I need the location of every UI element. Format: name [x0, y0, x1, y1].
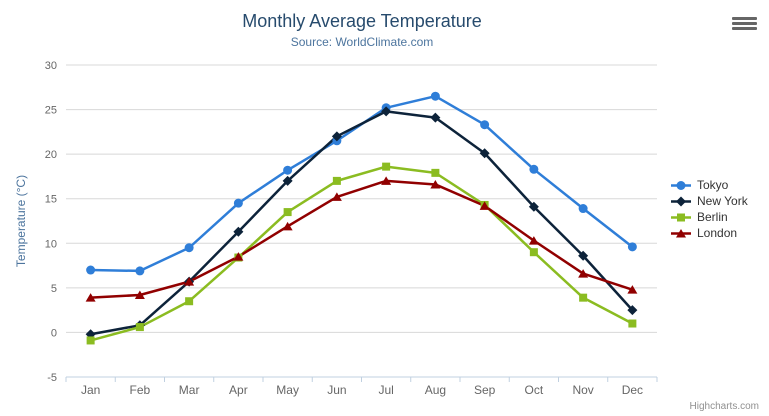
legend-marker[interactable]: [676, 228, 686, 238]
data-point-tokyo[interactable]: [283, 165, 293, 175]
square-legend-marker-icon: [671, 213, 691, 221]
legend-label: New York: [697, 194, 748, 208]
y-axis-label: -5: [47, 372, 57, 384]
data-point-new-york[interactable]: [479, 148, 490, 159]
data-point-london[interactable]: [331, 192, 342, 201]
chart-subtitle: Source: WorldClimate.com: [290, 35, 434, 49]
data-point-london[interactable]: [627, 285, 638, 294]
y-axis-label: 25: [45, 105, 57, 117]
data-point-new-york[interactable]: [627, 305, 638, 316]
x-axis-label: Sep: [474, 383, 496, 397]
y-axis-label: 20: [45, 149, 57, 161]
data-point-london[interactable]: [85, 293, 96, 302]
credits-link[interactable]: Highcharts.com: [689, 401, 759, 412]
y-axis-label: 15: [45, 194, 57, 206]
circle-legend-marker-icon: [671, 180, 691, 190]
data-point-berlin[interactable]: [86, 336, 95, 345]
data-point-tokyo[interactable]: [627, 242, 637, 252]
legend-item-tokyo[interactable]: Tokyo: [670, 177, 748, 193]
data-point-london[interactable]: [282, 221, 293, 231]
y-axis-label: 10: [45, 238, 57, 250]
chart-title: Monthly Average Temperature: [242, 11, 482, 31]
data-point-berlin[interactable]: [431, 168, 440, 177]
data-point-tokyo[interactable]: [529, 164, 539, 174]
x-axis-label: Feb: [130, 383, 151, 397]
series-line-new-york[interactable]: [89, 110, 634, 336]
data-point-new-york[interactable]: [331, 131, 342, 142]
legend-label: Tokyo: [697, 178, 729, 192]
data-point-london[interactable]: [134, 290, 145, 299]
export-menu-button[interactable]: [732, 17, 757, 32]
x-axis-label: Nov: [572, 383, 593, 397]
y-axis-label: 5: [51, 283, 57, 295]
x-axis-label: Jul: [378, 383, 393, 397]
x-axis-label: Dec: [622, 383, 643, 397]
x-axis-label: Aug: [425, 383, 446, 397]
data-point-new-york[interactable]: [528, 201, 539, 212]
data-point-new-york[interactable]: [381, 106, 392, 117]
x-axis-label: Mar: [179, 383, 200, 397]
legend-marker[interactable]: [677, 213, 685, 221]
data-point-new-york[interactable]: [430, 112, 441, 123]
data-point-new-york[interactable]: [578, 250, 589, 261]
data-point-london[interactable]: [233, 252, 244, 261]
x-axis-label: Jun: [327, 383, 346, 397]
data-point-london[interactable]: [430, 179, 441, 189]
legend-label: London: [697, 226, 738, 240]
burger-bar: [732, 17, 757, 20]
data-point-london[interactable]: [479, 201, 490, 210]
data-point-berlin[interactable]: [579, 293, 588, 302]
data-point-tokyo[interactable]: [233, 198, 243, 208]
x-axis-label: Jan: [81, 383, 100, 397]
data-point-berlin[interactable]: [185, 297, 194, 306]
data-point-berlin[interactable]: [332, 176, 341, 185]
legend-item-london[interactable]: London: [670, 225, 748, 241]
burger-bar: [732, 27, 757, 30]
x-axis-label: Oct: [525, 383, 544, 397]
data-point-london[interactable]: [578, 269, 589, 278]
legend-item-new-york[interactable]: New York: [670, 193, 748, 209]
data-point-london[interactable]: [381, 176, 392, 185]
data-point-berlin[interactable]: [628, 319, 637, 328]
x-axis-label: Apr: [229, 383, 248, 397]
data-point-london[interactable]: [528, 236, 539, 245]
legend: Tokyo New York Berlin London: [670, 177, 748, 241]
data-point-tokyo[interactable]: [184, 243, 194, 253]
diamond-legend-marker-icon: [671, 196, 691, 206]
data-point-berlin[interactable]: [529, 248, 538, 257]
y-axis-title: Temperature (°C): [14, 175, 28, 267]
y-axis-label: 30: [45, 60, 57, 72]
data-point-berlin[interactable]: [283, 208, 292, 217]
legend-item-berlin[interactable]: Berlin: [670, 209, 748, 225]
data-point-tokyo[interactable]: [578, 204, 588, 214]
series-line-berlin[interactable]: [89, 165, 634, 342]
data-point-tokyo[interactable]: [430, 91, 440, 101]
data-point-london[interactable]: [184, 277, 195, 286]
data-point-tokyo[interactable]: [135, 266, 145, 276]
data-point-new-york[interactable]: [233, 226, 244, 237]
legend-marker[interactable]: [676, 180, 686, 190]
triangle-legend-marker-icon: [671, 228, 691, 238]
series-line-tokyo[interactable]: [89, 94, 634, 273]
data-point-tokyo[interactable]: [480, 120, 490, 130]
burger-bar: [732, 22, 757, 25]
data-point-berlin[interactable]: [135, 323, 144, 332]
series-line-london[interactable]: [89, 179, 634, 299]
x-axis-label: May: [276, 383, 299, 397]
data-point-berlin[interactable]: [382, 162, 391, 171]
legend-marker[interactable]: [676, 196, 686, 206]
data-point-tokyo[interactable]: [86, 265, 96, 275]
y-axis-label: 0: [51, 327, 57, 339]
legend-label: Berlin: [697, 210, 728, 224]
data-point-new-york[interactable]: [282, 175, 293, 186]
